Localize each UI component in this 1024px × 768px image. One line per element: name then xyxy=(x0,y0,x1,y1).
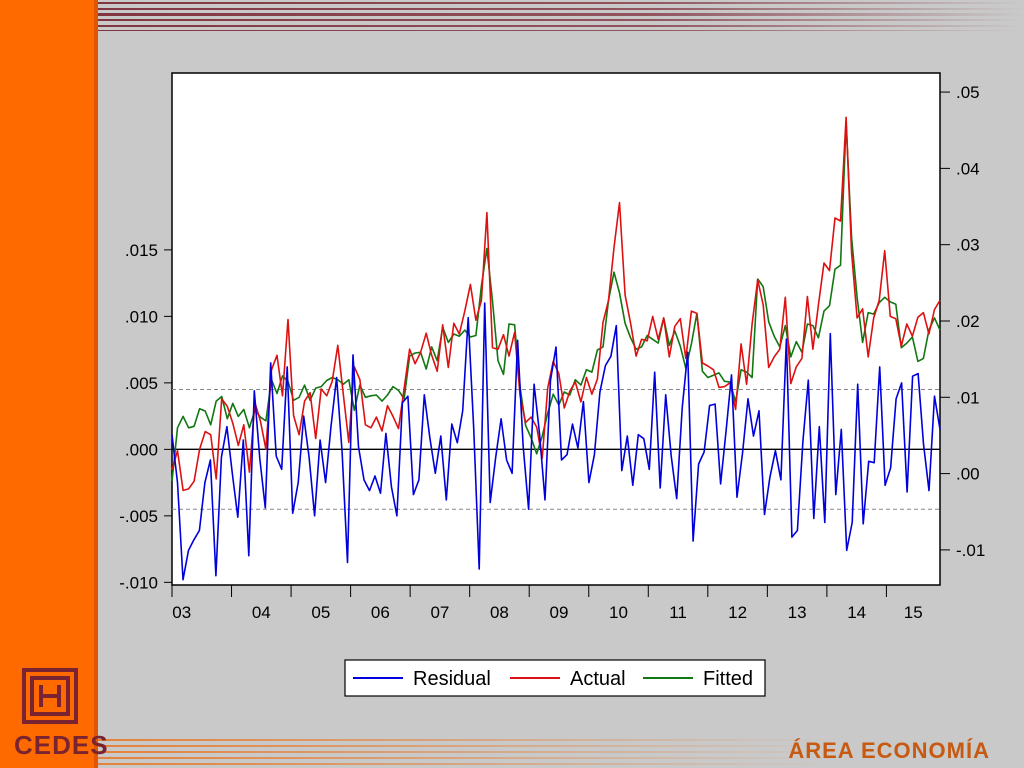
org-name: CEDES xyxy=(14,730,109,760)
x-tick-label: 05 xyxy=(311,603,330,622)
left-y-axis: .015 .010 .005 .000 -.005 -.010 xyxy=(119,241,172,592)
x-tick-label: 13 xyxy=(788,603,807,622)
reference-lines xyxy=(172,389,940,510)
right-tick-label: .01 xyxy=(956,388,980,407)
series-lines xyxy=(171,116,941,581)
series-line-fitted xyxy=(171,121,941,482)
x-tick-label: 06 xyxy=(371,603,390,622)
x-tick-label: 03 xyxy=(172,603,191,622)
footer-label: ÁREA ECONOMÍA xyxy=(788,738,990,763)
right-tick-label: .00 xyxy=(956,465,980,484)
legend: Residual Actual Fitted xyxy=(344,659,766,697)
left-tick-label: .015 xyxy=(125,241,158,260)
right-tick-label: .05 xyxy=(956,83,980,102)
right-tick-label: .03 xyxy=(956,236,980,255)
left-tick-label: .000 xyxy=(125,440,158,459)
legend-label-fitted: Fitted xyxy=(703,668,753,690)
x-tick-label: 07 xyxy=(430,603,449,622)
right-y-axis: .05 .04 .03 .02 .01 .00 -.01 xyxy=(940,83,985,560)
legend-label-residual: Residual xyxy=(413,668,491,690)
x-axis: 03 04 05 06 07 08 09 10 11 12 13 14 15 xyxy=(171,585,923,622)
plot-area xyxy=(171,72,941,586)
x-tick-label: 09 xyxy=(550,603,569,622)
left-tick-label: -.010 xyxy=(119,573,158,592)
decorative-bottom-stripes xyxy=(98,739,838,765)
x-tick-label: 04 xyxy=(252,603,271,622)
left-tick-label: -.005 xyxy=(119,507,158,526)
right-tick-label: .02 xyxy=(956,312,980,331)
residual-actual-fitted-chart: 03 04 05 06 07 08 09 10 11 12 13 14 15 .015 .010 .005.… xyxy=(119,72,985,697)
x-tick-label: 15 xyxy=(904,603,923,622)
x-tick-label: 10 xyxy=(609,603,628,622)
decorative-top-stripes xyxy=(98,2,1024,31)
legend-label-actual: Actual xyxy=(570,668,626,690)
right-tick-label: .04 xyxy=(956,159,980,178)
x-tick-label: 12 xyxy=(728,603,747,622)
left-tick-label: .010 xyxy=(125,307,158,326)
series-line-actual xyxy=(171,116,941,492)
x-tick-label: 08 xyxy=(490,603,509,622)
left-tick-label: .005 xyxy=(125,374,158,393)
orange-sidebar xyxy=(0,0,98,768)
series-line-residual xyxy=(171,302,941,581)
x-tick-label: 14 xyxy=(847,603,866,622)
cedes-logo-icon xyxy=(22,668,78,724)
right-tick-label: -.01 xyxy=(956,541,985,560)
x-tick-label: 11 xyxy=(669,603,687,622)
